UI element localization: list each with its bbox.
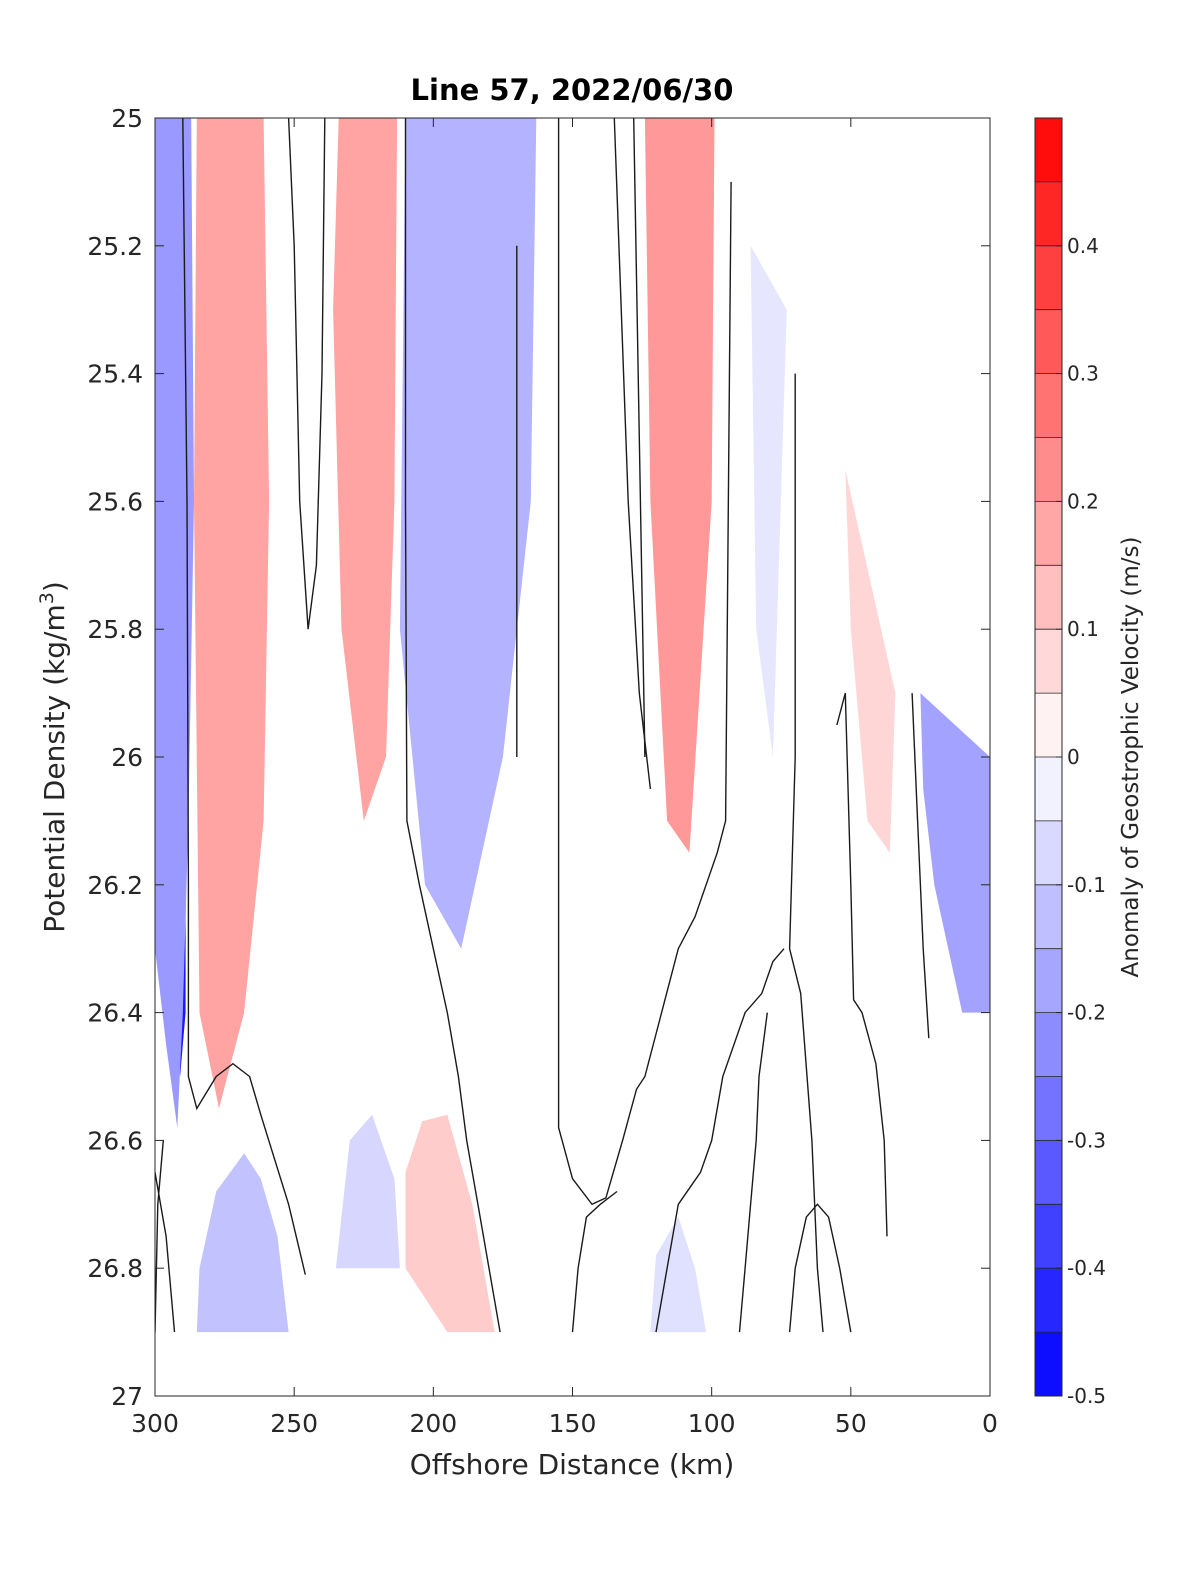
- colorbar-tick-label: 0: [1067, 745, 1080, 769]
- y-tick-labels: 25 25.2 25.4 25.6 25.8 26 26.2 26.4 26.6 26.8 27: [87, 104, 143, 1411]
- colorbar-band: [1035, 693, 1062, 757]
- y-tick-label: 26.4: [87, 999, 143, 1028]
- colorbar-band: [1035, 181, 1062, 246]
- filled-region-red-sliver-45km: [845, 469, 896, 853]
- colorbar-tick-label: -0.4: [1067, 1256, 1106, 1280]
- zero-contour-8: [633, 118, 646, 758]
- zero-contour-1: [182, 118, 306, 1275]
- y-tick-label: 25: [111, 104, 143, 133]
- zero-contour-3: [287, 118, 326, 630]
- colorbar-band: [1035, 884, 1062, 949]
- y-tick-label: 25.8: [87, 615, 143, 644]
- colorbar-band: [1035, 309, 1062, 374]
- plot-background: [155, 118, 990, 1396]
- colorbar-band: [1035, 1268, 1062, 1333]
- colorbar-tick-label: 0.1: [1067, 617, 1099, 641]
- zero-contour-9: [155, 1140, 164, 1333]
- filled-region-red-outer-270km: [194, 118, 270, 1109]
- colorbar-ticks: 0.4 0.3 0.2 0.1 0 -0.1 -0.2 -0.3 -0.4 -0.5: [1056, 234, 1106, 1408]
- colorbar-band: [1035, 1140, 1062, 1205]
- filled-region-blue-deep-110km: [650, 1217, 707, 1333]
- zero-contour-13: [738, 1012, 768, 1333]
- colorbar: 0.4 0.3 0.2 0.1 0 -0.1 -0.2 -0.3 -0.4 -0.5 Anomal…: [1034, 117, 1144, 1408]
- zero-contour-layer: [155, 118, 930, 1333]
- colorbar-band: [1035, 373, 1062, 438]
- colorbar-tick-label: 0.4: [1067, 234, 1099, 258]
- zero-contour-11: [571, 1190, 618, 1333]
- axis-box: [154, 117, 991, 1397]
- zero-contour-15: [836, 692, 888, 1237]
- colorbar-tick-label: -0.3: [1067, 1128, 1106, 1152]
- y-tick-label: 25.2: [87, 232, 143, 261]
- colorbar-tick-label: -0.5: [1067, 1384, 1106, 1408]
- colorbar-band: [1035, 948, 1062, 1013]
- colorbar-band: [1035, 820, 1062, 885]
- colorbar-tick-label: 0.2: [1067, 489, 1099, 513]
- filled-region-blue-outer-300km: [155, 118, 194, 1128]
- filled-region-red-band-110km: [644, 118, 715, 853]
- colorbar-band: [1035, 757, 1062, 821]
- colorbar-bands: [1035, 118, 1062, 1396]
- x-tick-label: 50: [835, 1409, 867, 1438]
- zero-contour-6: [557, 118, 732, 1206]
- colorbar-band: [1035, 1076, 1062, 1141]
- filled-region-blue-corner-15km: [920, 693, 990, 1013]
- x-tick-label: 100: [688, 1409, 736, 1438]
- colorbar-label: Anomaly of Geostrophic Velocity (m/s): [1118, 537, 1144, 978]
- y-axis-label: Potential Density (kg/m3): [36, 581, 71, 933]
- filled-region-red-band-225km: [333, 118, 398, 821]
- y-tick-label: 27: [111, 1382, 143, 1411]
- filled-region-blue-deep-265km: [196, 1153, 289, 1333]
- colorbar-tick-label: -0.1: [1067, 873, 1106, 897]
- y-axis-label-close: ): [38, 581, 71, 592]
- zero-contour-12: [788, 373, 824, 1333]
- colorbar-tick-label: 0.3: [1067, 362, 1099, 386]
- x-tick-label: 200: [409, 1409, 457, 1438]
- colorbar-frame: [1034, 117, 1063, 1397]
- filled-region-red-deep-190km: [405, 1114, 495, 1333]
- y-tick-label: 25.4: [87, 360, 143, 389]
- colorbar-band: [1035, 437, 1062, 502]
- colorbar-band: [1035, 1204, 1062, 1269]
- x-tick-label: 250: [270, 1409, 318, 1438]
- colorbar-band: [1035, 245, 1062, 310]
- colorbar-band: [1035, 501, 1062, 566]
- zero-contour-16: [911, 693, 930, 1039]
- y-axis-label-base: Potential Density (kg/m: [38, 604, 71, 933]
- x-tick-label: 300: [131, 1409, 179, 1438]
- y-tick-label: 26.6: [87, 1126, 143, 1155]
- colorbar-band: [1035, 1012, 1062, 1077]
- colorbar-tick-label: -0.2: [1067, 1001, 1106, 1025]
- filled-region-blue-sliver-80km: [750, 245, 787, 758]
- zero-contour-14: [788, 1203, 852, 1333]
- y-axis-label-sup: 3: [36, 592, 58, 604]
- y-tick-label: 26.8: [87, 1254, 143, 1283]
- x-axis-label: Offshore Distance (km): [410, 1448, 735, 1481]
- y-tick-label: 26: [111, 743, 143, 772]
- y-tick-label: 25.6: [87, 487, 143, 516]
- chart-title: Line 57, 2022/06/30: [411, 73, 734, 107]
- y-tick-label: 26.2: [87, 871, 143, 900]
- x-tick-label: 150: [549, 1409, 597, 1438]
- filled-region-blue-deep-225km: [335, 1114, 400, 1269]
- zero-contour-10: [655, 948, 785, 1333]
- x-tick-label: 0: [982, 1409, 998, 1438]
- zero-contour-4: [404, 118, 501, 1333]
- filled-contour-layer: [155, 118, 990, 1333]
- plot-area: [154, 117, 991, 1397]
- colorbar-band: [1035, 565, 1062, 630]
- x-tick-labels: 300 250 200 150 100 50 0: [131, 1409, 998, 1438]
- colorbar-band: [1035, 118, 1062, 182]
- colorbar-band: [1035, 1332, 1062, 1396]
- colorbar-band: [1035, 629, 1062, 694]
- filled-region-blue-band-195km: [399, 118, 537, 949]
